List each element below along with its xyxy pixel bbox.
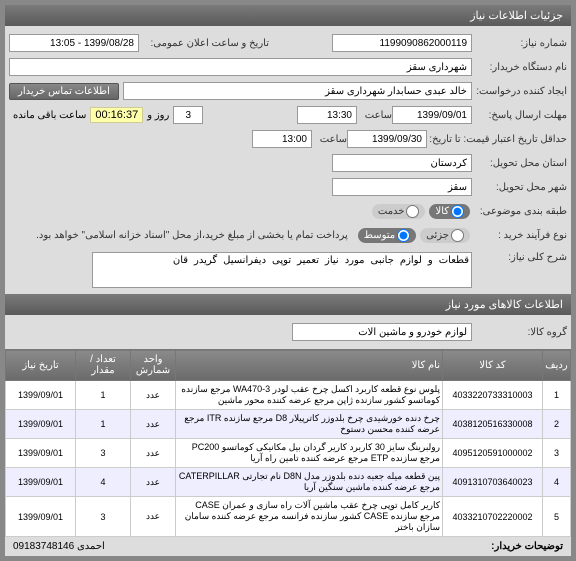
creator-input[interactable] — [123, 82, 472, 100]
process-label: نوع فرآیند خرید : — [472, 230, 567, 241]
cell-code: 4033210702220002 — [443, 497, 543, 537]
group-label: گروه کالا: — [472, 327, 567, 338]
cell-name: کاریر کامل توپی چرخ عقب ماشین آلات راه س… — [176, 497, 443, 537]
cell-unit: عدد — [131, 381, 176, 410]
reply-deadline-label: مهلت ارسال پاسخ: — [472, 110, 567, 121]
cat-goods-text: کالا — [435, 206, 449, 217]
cell-name: چرخ دنده خورشیدی چرخ بلدوزر کاترپیلار D8… — [176, 410, 443, 439]
process-mid-text: متوسط — [364, 230, 395, 241]
reply-time-label: ساعت — [357, 110, 392, 121]
cell-code: 4038120516330008 — [443, 410, 543, 439]
cell-row: 3 — [543, 439, 571, 468]
th-name: نام کالا — [176, 350, 443, 381]
info-section-header: جزئیات اطلاعات نیاز — [5, 5, 571, 26]
cat-service-radio[interactable]: خدمت — [372, 204, 426, 219]
valid-label: حداقل تاریخ اعتبار قیمت: تا تاریخ: — [427, 134, 567, 145]
cat-goods-input[interactable] — [451, 205, 464, 218]
remain-suffix: ساعت باقی مانده — [9, 110, 90, 121]
process-low-input[interactable] — [451, 229, 464, 242]
process-low-text: جزئی — [426, 230, 449, 241]
city-input[interactable] — [332, 178, 472, 196]
cat-label: طبقه بندی موضوعی: — [472, 206, 567, 217]
cell-name: رولبرینگ سایز 30 کاربرد کاریر گردان بیل … — [176, 439, 443, 468]
buyer-input[interactable] — [9, 58, 472, 76]
items-table: ردیف کد کالا نام کالا واحد شمارش تعداد /… — [5, 349, 571, 537]
process-low-radio[interactable]: جزئی — [420, 228, 470, 243]
cell-name: پین قطعه میله جعبه دنده بلدوزر مدل D8N ن… — [176, 468, 443, 497]
contact-button[interactable]: اطلاعات تماس خریدار — [9, 83, 119, 100]
table-row[interactable]: 54033210702220002کاریر کامل توپی چرخ عقب… — [6, 497, 571, 537]
cat-service-text: خدمت — [378, 206, 405, 217]
buyer-notes: احمدی 09183748146 — [13, 541, 105, 552]
desc-textarea[interactable] — [92, 252, 472, 288]
cell-code: 4091310703640023 — [443, 468, 543, 497]
items-section-header: اطلاعات کالاهای مورد نیاز — [5, 294, 571, 315]
province-input[interactable] — [332, 154, 472, 172]
valid-time-label: ساعت — [312, 134, 347, 145]
buyer-label: نام دستگاه خریدار: — [472, 62, 567, 73]
remain-days-input — [173, 106, 203, 124]
reply-time-input[interactable] — [297, 106, 357, 124]
creator-label: ایجاد کننده درخواست: — [472, 86, 567, 97]
process-mid-input[interactable] — [397, 229, 410, 242]
cell-name: پلوس نوع قطعه کاربرد اکسل چرخ عقب لودر W… — [176, 381, 443, 410]
cell-row: 2 — [543, 410, 571, 439]
province-label: استان محل تحویل: — [472, 158, 567, 169]
city-label: شهر محل تحویل: — [472, 182, 567, 193]
cell-code: 4095120591000002 — [443, 439, 543, 468]
cell-date: 1399/09/01 — [6, 497, 76, 537]
th-date: تاریخ نیاز — [6, 350, 76, 381]
cell-date: 1399/09/01 — [6, 439, 76, 468]
process-mid-radio[interactable]: متوسط — [358, 228, 416, 243]
reqno-label: شماره نیاز: — [472, 38, 567, 49]
pubdate-input[interactable] — [9, 34, 139, 52]
th-qty: تعداد / مقدار — [76, 350, 131, 381]
desc-label: شرح کلی نیاز: — [472, 252, 567, 263]
cell-qty: 1 — [76, 410, 131, 439]
cell-unit: عدد — [131, 468, 176, 497]
cell-row: 5 — [543, 497, 571, 537]
valid-date-input[interactable] — [347, 130, 427, 148]
cell-row: 1 — [543, 381, 571, 410]
cell-unit: عدد — [131, 439, 176, 468]
cell-code: 4033220733310003 — [443, 381, 543, 410]
table-row[interactable]: 14033220733310003پلوس نوع قطعه کاربرد اک… — [6, 381, 571, 410]
table-row[interactable]: 24038120516330008چرخ دنده خورشیدی چرخ بل… — [6, 410, 571, 439]
process-note: پرداخت تمام یا بخشی از مبلغ خرید،از محل … — [36, 230, 356, 241]
remain-days-label: روز و — [143, 110, 173, 121]
pubdate-label: تاریخ و ساعت اعلان عمومی: — [139, 38, 269, 49]
th-code: کد کالا — [443, 350, 543, 381]
cell-qty: 3 — [76, 439, 131, 468]
cell-row: 4 — [543, 468, 571, 497]
valid-time-input[interactable] — [252, 130, 312, 148]
cell-date: 1399/09/01 — [6, 410, 76, 439]
table-row[interactable]: 44091310703640023پین قطعه میله جعبه دنده… — [6, 468, 571, 497]
cell-unit: عدد — [131, 497, 176, 537]
cell-qty: 3 — [76, 497, 131, 537]
cell-date: 1399/09/01 — [6, 381, 76, 410]
group-input[interactable] — [292, 323, 472, 341]
cell-qty: 4 — [76, 468, 131, 497]
cell-date: 1399/09/01 — [6, 468, 76, 497]
table-row[interactable]: 34095120591000002رولبرینگ سایز 30 کاربرد… — [6, 439, 571, 468]
cat-service-input[interactable] — [406, 205, 419, 218]
cell-unit: عدد — [131, 410, 176, 439]
cell-qty: 1 — [76, 381, 131, 410]
th-row: ردیف — [543, 350, 571, 381]
th-unit: واحد شمارش — [131, 350, 176, 381]
buyer-notes-label: توضیحات خریدار: — [491, 541, 563, 552]
cat-goods-radio[interactable]: کالا — [429, 204, 470, 219]
remain-time: 00:16:37 — [90, 107, 143, 123]
reply-date-input[interactable] — [392, 106, 472, 124]
reqno-input[interactable] — [332, 34, 472, 52]
